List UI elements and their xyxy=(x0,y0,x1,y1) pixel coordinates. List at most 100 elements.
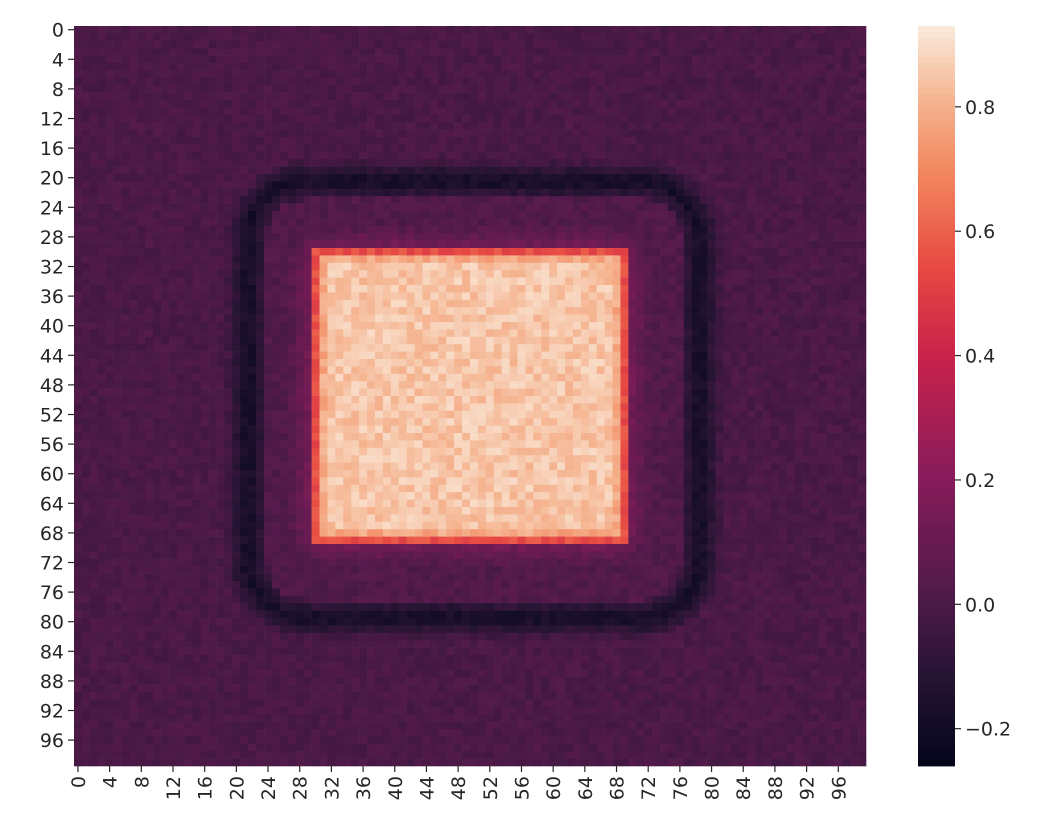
heatmap-cell xyxy=(97,336,106,345)
heatmap-cell xyxy=(794,322,803,330)
heatmap-cell xyxy=(691,137,700,145)
heatmap-cell xyxy=(572,248,582,256)
heatmap-cell xyxy=(256,218,265,227)
heatmap-cell xyxy=(612,137,621,145)
heatmap-cell xyxy=(208,92,217,101)
heatmap-cell xyxy=(145,151,154,160)
heatmap-cell xyxy=(509,262,518,271)
heatmap-cell xyxy=(153,292,162,301)
heatmap-cell xyxy=(549,359,558,367)
heatmap-cell xyxy=(525,137,534,145)
heatmap-cell xyxy=(272,329,281,338)
heatmap-cell xyxy=(755,55,764,64)
heatmap-cell xyxy=(842,240,851,249)
heatmap-cell xyxy=(763,85,772,93)
heatmap-cell xyxy=(153,129,162,138)
heatmap-cell xyxy=(153,122,162,130)
heatmap-cell xyxy=(367,33,376,42)
heatmap-cell xyxy=(675,373,685,382)
heatmap-cell xyxy=(256,255,265,264)
heatmap-cell xyxy=(485,366,495,375)
heatmap-cell xyxy=(335,70,344,79)
heatmap-cell xyxy=(279,85,289,93)
heatmap-cell xyxy=(422,366,431,375)
heatmap-cell xyxy=(145,314,154,323)
heatmap-cell xyxy=(81,344,91,352)
heatmap-cell xyxy=(176,225,186,234)
heatmap-cell xyxy=(374,144,384,153)
heatmap-cell xyxy=(169,203,178,212)
heatmap-cell xyxy=(264,255,273,264)
heatmap-cell xyxy=(858,137,867,145)
heatmap-cell xyxy=(145,248,154,256)
heatmap-cell xyxy=(105,144,114,153)
heatmap-cell xyxy=(557,70,566,79)
heatmap-cell xyxy=(430,366,439,375)
heatmap-cell xyxy=(818,255,827,264)
heatmap-cell xyxy=(89,181,99,190)
heatmap-cell xyxy=(739,344,748,352)
heatmap-cell xyxy=(169,188,178,197)
heatmap-cell xyxy=(224,92,233,101)
heatmap-cell xyxy=(470,285,479,293)
heatmap-cell xyxy=(533,107,542,116)
heatmap-cell xyxy=(414,55,423,64)
heatmap-cell xyxy=(184,373,194,382)
heatmap-cell xyxy=(675,33,685,42)
heatmap-cell xyxy=(272,211,281,219)
heatmap-cell xyxy=(430,48,439,56)
heatmap-cell xyxy=(367,40,376,49)
heatmap-cell xyxy=(216,336,225,345)
heatmap-cell xyxy=(858,366,867,375)
heatmap-cell xyxy=(477,203,487,212)
heatmap-cell xyxy=(675,366,685,375)
heatmap-cell xyxy=(137,196,146,204)
heatmap-cell xyxy=(533,55,542,64)
heatmap-cell xyxy=(272,351,281,360)
heatmap-cell xyxy=(723,40,732,49)
heatmap-cell xyxy=(596,307,605,315)
heatmap-cell xyxy=(580,233,590,241)
heatmap-cell xyxy=(287,122,297,130)
heatmap-cell xyxy=(137,70,146,79)
heatmap-cell xyxy=(778,225,788,234)
heatmap-cell xyxy=(359,92,368,101)
heatmap-cell xyxy=(74,55,83,64)
heatmap-cell xyxy=(565,26,574,34)
heatmap-cell xyxy=(834,85,843,93)
heatmap-cell xyxy=(343,63,352,71)
heatmap-cell xyxy=(493,159,502,167)
heatmap-cell xyxy=(208,77,217,86)
heatmap-cell xyxy=(121,151,130,160)
heatmap-cell xyxy=(248,211,257,219)
heatmap-cell xyxy=(501,48,510,56)
heatmap-cell xyxy=(493,388,502,397)
heatmap-cell xyxy=(240,196,249,204)
heatmap-cell xyxy=(858,218,867,227)
heatmap-cell xyxy=(382,129,392,138)
heatmap-cell xyxy=(176,292,186,301)
heatmap-cell xyxy=(311,225,320,234)
heatmap-cell xyxy=(343,322,352,330)
heatmap-cell xyxy=(343,181,352,190)
heatmap-cell xyxy=(81,40,91,49)
heatmap-cell xyxy=(208,262,217,271)
heatmap-cell xyxy=(264,85,273,93)
heatmap-cell xyxy=(493,48,502,56)
heatmap-cell xyxy=(446,48,455,56)
heatmap-cell xyxy=(707,203,716,212)
heatmap-cell xyxy=(406,329,415,338)
heatmap-cell xyxy=(105,248,114,256)
heatmap-cell xyxy=(121,322,130,330)
heatmap-cell xyxy=(739,129,748,138)
heatmap-cell xyxy=(525,174,534,182)
heatmap-cell xyxy=(200,77,209,86)
heatmap-cell xyxy=(572,144,582,153)
heatmap-cell xyxy=(89,292,99,301)
heatmap-cell xyxy=(604,85,613,93)
heatmap-cell xyxy=(382,166,392,175)
heatmap-cell xyxy=(311,77,320,86)
heatmap-cell xyxy=(525,70,534,79)
heatmap-cell xyxy=(272,344,281,352)
heatmap-cell xyxy=(786,188,796,197)
